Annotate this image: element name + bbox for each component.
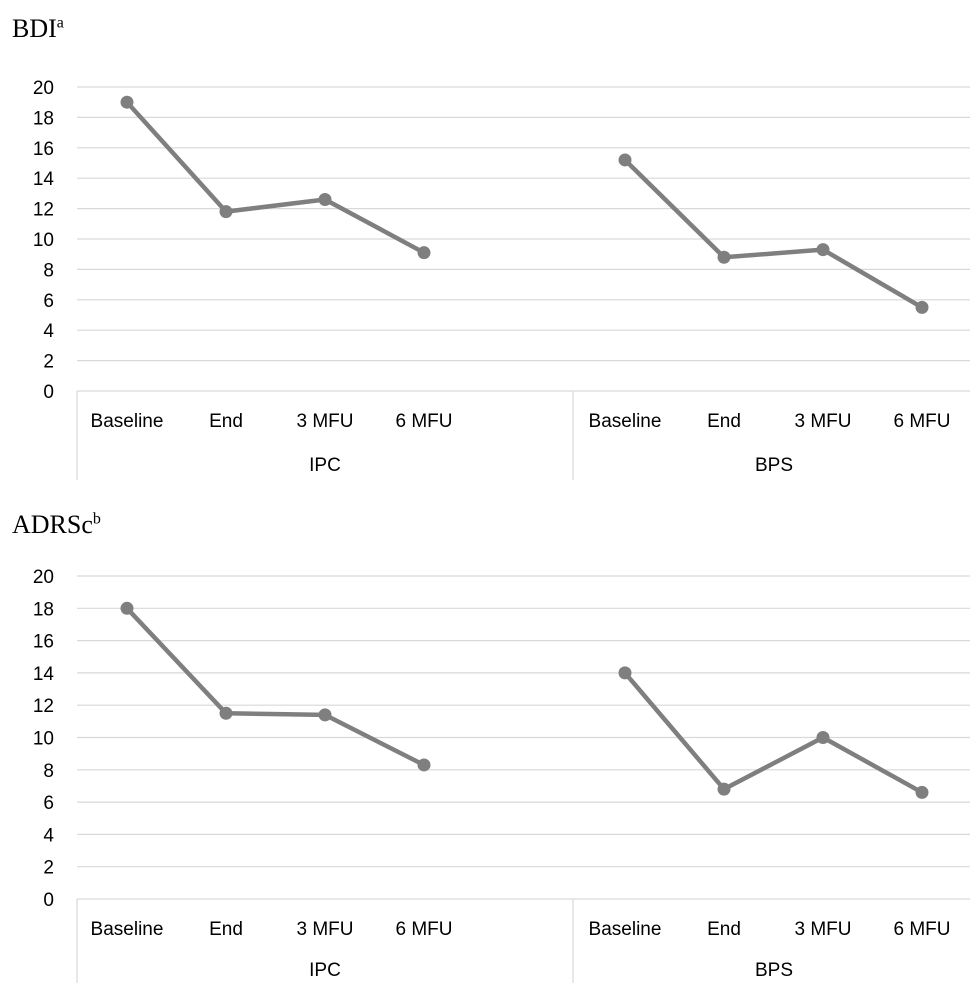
bdi-group-label: IPC bbox=[309, 455, 341, 476]
bdi-x-tick-label: Baseline bbox=[589, 411, 662, 432]
bdi-chart-panel: BDIa 0 2 4 6 8 10 12 14 16 18 20 Baseline End 3 MFU 6 … bbox=[12, 14, 970, 480]
bdi-data-point bbox=[816, 243, 830, 257]
adrsc-x-tick-label: Baseline bbox=[91, 919, 164, 940]
bdi-data-point bbox=[915, 300, 929, 314]
bdi-data-point bbox=[618, 153, 632, 167]
adrsc-data-point bbox=[417, 758, 431, 772]
adrsc-y-tick-label: 4 bbox=[43, 825, 54, 846]
adrsc-y-tick-label: 6 bbox=[43, 793, 54, 814]
bdi-data-point bbox=[318, 192, 332, 206]
adrsc-x-tick-label: Baseline bbox=[589, 919, 662, 940]
adrsc-data-point bbox=[618, 666, 632, 680]
bdi-y-tick-label: 6 bbox=[43, 291, 54, 312]
bdi-series-line-bps bbox=[622, 157, 925, 310]
bdi-data-point bbox=[717, 250, 731, 264]
adrsc-y-tick-label: 20 bbox=[33, 567, 54, 588]
bdi-x-tick-label: 6 MFU bbox=[894, 411, 951, 432]
adrsc-series-line-bps bbox=[622, 670, 925, 795]
bdi-y-tick-label: 14 bbox=[33, 169, 55, 190]
adrsc-title-superscript: b bbox=[92, 510, 101, 528]
bdi-data-point bbox=[219, 205, 233, 219]
bdi-data-point bbox=[417, 246, 431, 260]
adrsc-x-tick-label: 6 MFU bbox=[894, 919, 951, 940]
bdi-x-tick-label: 3 MFU bbox=[297, 411, 354, 432]
bdi-chart-title: BDIa bbox=[12, 14, 64, 43]
adrsc-group-label: IPC bbox=[309, 960, 341, 981]
adrsc-y-tick-label: 2 bbox=[43, 858, 54, 879]
bdi-chart: 0 2 4 6 8 10 12 14 16 18 20 Baseline End 3 MFU 6 MFU Ba… bbox=[33, 78, 970, 480]
bdi-y-tick-label: 20 bbox=[33, 78, 54, 99]
bdi-y-tick-label: 2 bbox=[43, 352, 54, 373]
bdi-y-tick-label: 10 bbox=[33, 230, 54, 251]
adrsc-y-tick-label: 8 bbox=[43, 761, 54, 782]
adrsc-chart-title: ADRScb bbox=[12, 510, 101, 539]
adrsc-chart-panel: ADRScb 0 2 4 6 8 10 12 14 16 18 20 Baseline End 3 MFU… bbox=[0, 492, 970, 983]
adrsc-y-tick-label: 14 bbox=[33, 664, 55, 685]
adrsc-y-tick-label: 16 bbox=[33, 632, 54, 653]
adrsc-x-tick-label: End bbox=[209, 919, 243, 940]
bdi-group-label: BPS bbox=[755, 455, 793, 476]
bdi-y-tick-label: 16 bbox=[33, 139, 54, 160]
adrsc-y-tick-label: 12 bbox=[33, 696, 54, 717]
adrsc-x-tick-label: 3 MFU bbox=[795, 919, 852, 940]
bdi-series-line-ipc bbox=[124, 99, 427, 255]
bdi-x-tick-label: Baseline bbox=[91, 411, 164, 432]
bdi-x-tick-label: 6 MFU bbox=[396, 411, 453, 432]
bdi-y-tick-label: 4 bbox=[43, 321, 54, 342]
adrsc-data-point bbox=[915, 785, 929, 799]
adrsc-group-label: BPS bbox=[755, 960, 793, 981]
adrsc-y-tick-label: 18 bbox=[33, 599, 54, 620]
bdi-y-tick-label: 8 bbox=[43, 260, 54, 281]
adrsc-x-tick-label: 3 MFU bbox=[297, 919, 354, 940]
bdi-y-tick-label: 18 bbox=[33, 108, 54, 129]
adrsc-data-point bbox=[717, 782, 731, 796]
bdi-x-tick-label: End bbox=[209, 411, 243, 432]
adrsc-data-point bbox=[816, 731, 830, 744]
bdi-y-tick-label: 12 bbox=[33, 200, 54, 221]
adrsc-data-point bbox=[219, 706, 233, 720]
bdi-x-tick-label: 3 MFU bbox=[795, 411, 852, 432]
bdi-title-superscript: a bbox=[56, 14, 64, 32]
adrsc-data-point bbox=[318, 708, 332, 722]
adrsc-series-line-ipc bbox=[124, 606, 427, 768]
adrsc-x-tick-label: End bbox=[707, 919, 741, 940]
adrsc-x-tick-label: 6 MFU bbox=[396, 919, 453, 940]
bdi-data-point bbox=[120, 95, 134, 109]
adrsc-chart: 0 2 4 6 8 10 12 14 16 18 20 Baseline End 3 MFU 6 MFU Ba… bbox=[33, 567, 970, 983]
bdi-y-tick-label: 0 bbox=[43, 382, 54, 403]
bdi-x-tick-label: End bbox=[707, 411, 741, 432]
adrsc-y-tick-label: 10 bbox=[33, 729, 54, 750]
adrsc-data-point bbox=[120, 601, 134, 615]
adrsc-y-tick-label: 0 bbox=[43, 890, 54, 911]
